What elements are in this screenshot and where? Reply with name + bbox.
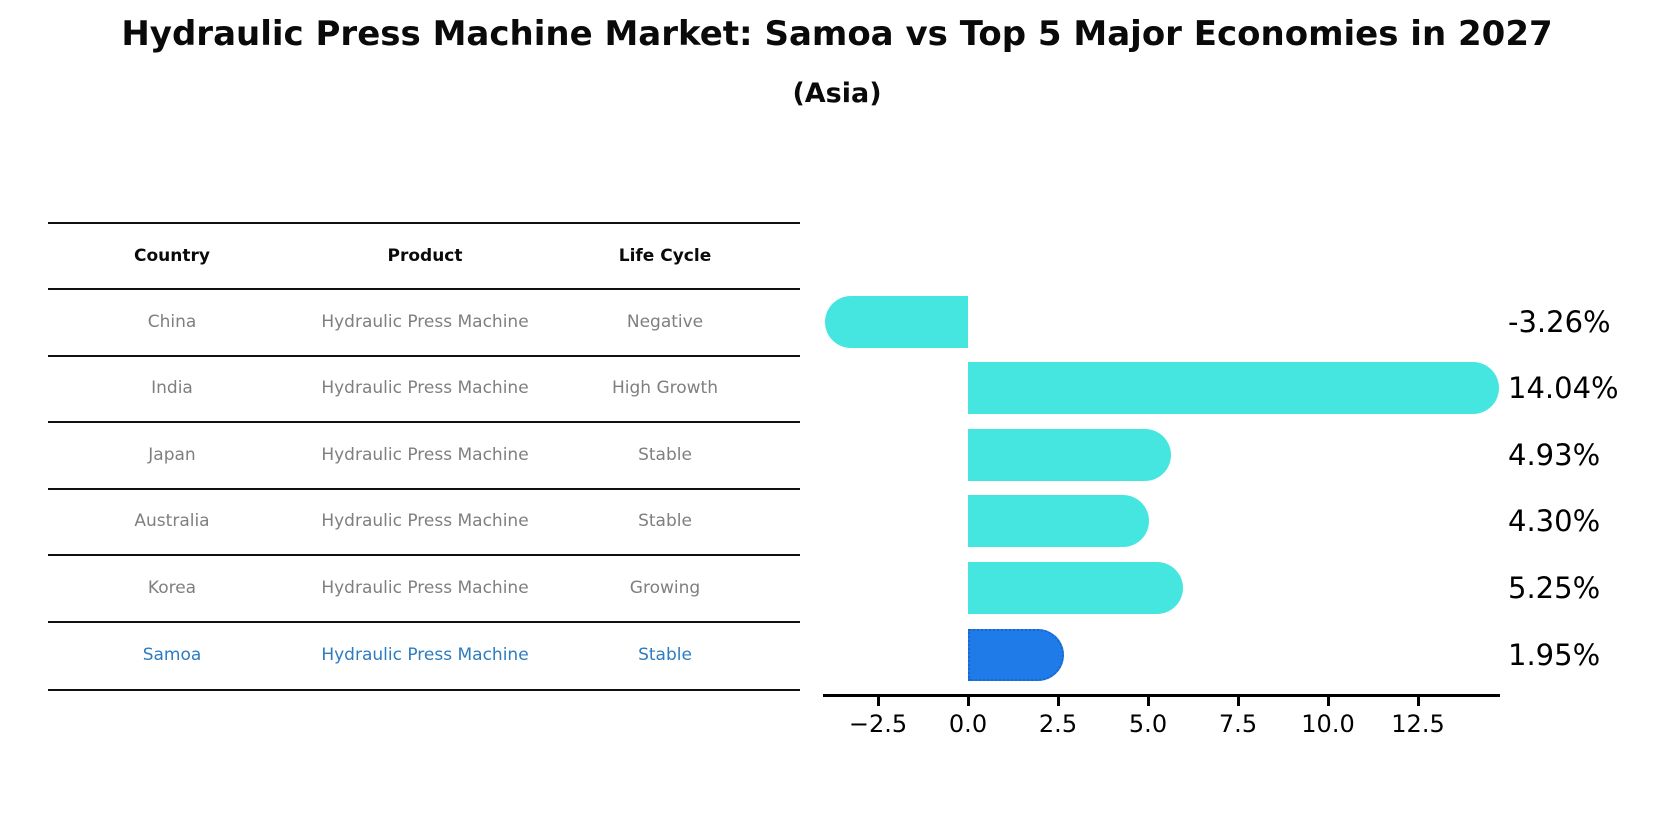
cell-life-cycle: Stable [638,645,692,665]
bar-china [824,295,968,348]
column-header-life-cycle: Life Cycle [618,246,712,266]
x-axis-tick [966,694,970,706]
column-header-product: Product [387,246,463,266]
value-label-china: -3.26% [1508,304,1611,339]
table-top-line [48,222,800,224]
cell-life-cycle: High Growth [611,378,719,398]
page-title: Hydraulic Press Machine Market: Samoa vs… [121,14,1553,54]
cell-country: Japan [148,444,196,465]
x-axis-tick-label: −2.5 [848,710,908,738]
table-row-line [48,689,800,691]
x-axis-tick-label: 10.0 [1301,710,1355,738]
page-subtitle: (Asia) [792,78,882,109]
x-axis [823,694,1500,697]
cell-life-cycle: Negative [626,311,704,332]
value-label-samoa: 1.95% [1508,638,1601,672]
column-header-country: Country [134,246,210,266]
x-axis-tick [1056,694,1060,706]
x-axis-tick-label: 2.5 [1038,710,1078,738]
bar-korea [968,561,1183,614]
x-axis-tick [1416,694,1420,706]
cell-country: China [147,311,197,332]
table-row-line [48,488,800,490]
cell-country: Korea [147,577,197,598]
x-axis-tick [1236,694,1240,706]
cell-product: Hydraulic Press Machine [321,378,529,398]
x-axis-tick [876,694,880,706]
bar-japan [968,428,1172,481]
table-row-line [48,621,800,623]
cell-product: Hydraulic Press Machine [321,311,529,332]
cell-life-cycle: Stable [638,511,692,531]
x-axis-tick-label: 0.0 [948,710,988,738]
table-row-line [48,421,800,423]
cell-product: Hydraulic Press Machine [321,444,529,465]
x-axis-tick-label: 7.5 [1218,710,1258,738]
cell-country: Australia [134,511,210,531]
value-label-india: 14.04% [1508,371,1619,405]
x-axis-tick-label: 5.0 [1128,710,1168,738]
x-axis-tick-label: 12.5 [1391,710,1445,738]
x-axis-tick [1326,694,1330,706]
value-label-korea: 5.25% [1508,570,1601,605]
cell-product: Hydraulic Press Machine [321,645,529,665]
bar-samoa [968,629,1065,681]
value-label-japan: 4.93% [1508,437,1601,472]
x-axis-tick [1146,694,1150,706]
bar-australia [968,495,1149,547]
cell-life-cycle: Growing [629,577,701,598]
cell-country: Samoa [142,645,202,665]
table-row-line [48,355,800,357]
table-header-line [48,288,800,290]
cell-country: India [151,378,193,398]
cell-product: Hydraulic Press Machine [321,511,529,531]
bar-india [968,362,1500,414]
cell-product: Hydraulic Press Machine [321,577,529,598]
value-label-australia: 4.30% [1508,504,1601,538]
cell-life-cycle: Stable [638,444,692,465]
table-row-line [48,554,800,556]
